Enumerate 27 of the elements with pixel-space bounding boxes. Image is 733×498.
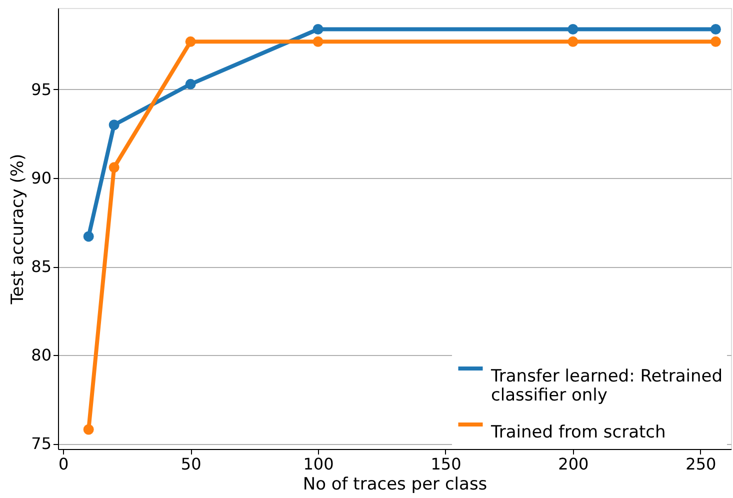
- point: [108, 162, 120, 173]
- x-tick-label: 100: [303, 454, 334, 474]
- x-tick-label: 0: [58, 454, 69, 474]
- legend-label: Transfer learned: Retrained classifier only: [490, 366, 723, 406]
- point: [83, 424, 94, 435]
- point: [185, 78, 196, 90]
- point: [83, 231, 94, 242]
- x-tick-label: 200: [558, 454, 589, 474]
- x-tick-label: 50: [180, 454, 202, 474]
- point: [185, 36, 196, 47]
- point: [312, 24, 324, 34]
- y-tick-label: 90: [31, 168, 52, 188]
- y-tick-label: 85: [31, 257, 52, 276]
- point: [710, 36, 721, 47]
- point: [568, 36, 578, 47]
- point: [108, 120, 120, 130]
- legend-label: Trained from scratch: [490, 422, 666, 442]
- x-tick-label: 250: [686, 454, 716, 474]
- point: [568, 24, 578, 34]
- y-tick-label: 95: [31, 80, 52, 99]
- point: [312, 36, 324, 47]
- y-tick-label: 80: [31, 346, 52, 365]
- point: [710, 24, 721, 34]
- y-tick-label: 75: [31, 434, 52, 454]
- x-tick-label: 150: [430, 454, 462, 474]
- x-axis-title: No of traces per class: [302, 474, 488, 494]
- y-axis-title: Test accuracy (%): [8, 154, 28, 306]
